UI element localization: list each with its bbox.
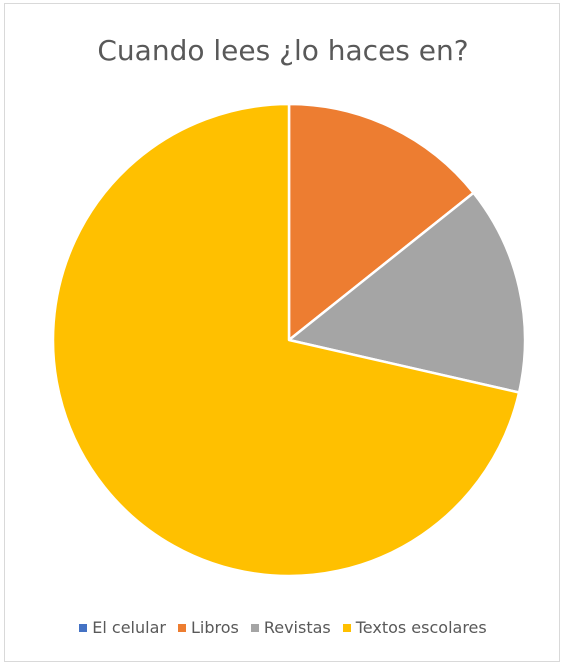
pie-slice-libros [287,102,475,342]
legend-label-textos-escolares: Textos escolares [355,618,487,637]
legend-item-libros: Libros [177,618,239,637]
legend-swatch-el-celular [79,623,88,632]
legend: El celular Libros Revistas Textos escola… [0,618,566,637]
legend-label-el-celular: El celular [92,618,166,637]
legend-item-revistas: Revistas [250,618,331,637]
legend-label-libros: Libros [190,618,239,637]
pie-slice-textos-escolares [51,102,521,578]
pie-slices [51,102,527,578]
legend-swatch-libros [177,623,186,632]
pie-slice-revistas [287,191,527,394]
legend-label-revistas: Revistas [263,618,331,637]
legend-item-textos-escolares: Textos escolares [342,618,487,637]
legend-swatch-revistas [250,623,259,632]
legend-swatch-textos-escolares [342,623,351,632]
legend-item-el-celular: El celular [79,618,166,637]
chart-title: Cuando lees ¿lo haces en? [97,34,469,67]
